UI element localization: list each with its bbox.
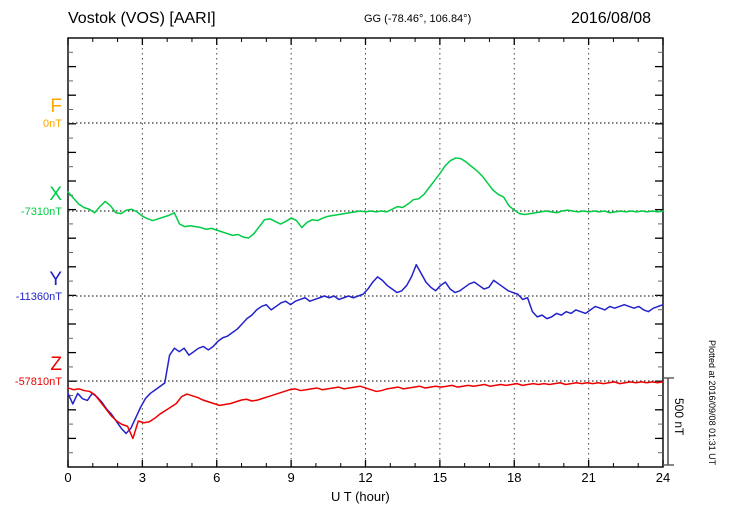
x-tick-label: 6: [213, 470, 221, 485]
component-letter: X: [49, 184, 62, 205]
component-label-z: Z -57810nT: [15, 355, 62, 388]
component-label-x: X -7310nT: [21, 185, 62, 218]
x-tick-label: 0: [64, 470, 72, 485]
component-label-f: F 0nT: [43, 97, 62, 130]
x-axis-title: U T (hour): [331, 489, 390, 504]
x-tick-label: 18: [507, 470, 522, 485]
plotted-timestamp-caption: Plotted at 2016/09/08 01:31 UT: [707, 340, 717, 466]
x-tick-label: 21: [581, 470, 596, 485]
trace-y: [67, 263, 664, 435]
x-tick-label: 3: [138, 470, 146, 485]
component-label-y: Y -11360nT: [16, 270, 62, 303]
observation-date: 2016/08/08: [571, 10, 652, 27]
plot-frame: [67, 37, 664, 468]
component-letter: F: [50, 96, 62, 117]
trace-z: [67, 381, 664, 440]
component-baseline-value: -11360nT: [15, 291, 62, 303]
component-letter: Y: [49, 269, 62, 290]
x-tick-label: 12: [358, 470, 373, 485]
component-letter: Z: [50, 354, 62, 375]
x-tick-label: 15: [432, 470, 448, 485]
scale-bar-label: 500 nT: [672, 398, 686, 436]
x-tick-label: 24: [655, 470, 671, 485]
trace-x: [67, 157, 664, 239]
component-baseline-value: -57810nT: [14, 376, 62, 388]
component-baseline-value: 0nT: [43, 118, 62, 130]
x-tick-label: 9: [287, 470, 295, 485]
station-title: Vostok (VOS) [AARI]: [68, 10, 216, 27]
component-baseline-value: -7310nT: [21, 206, 62, 218]
geographic-coordinates: GG (-78.46°, 106.84°): [364, 13, 472, 25]
